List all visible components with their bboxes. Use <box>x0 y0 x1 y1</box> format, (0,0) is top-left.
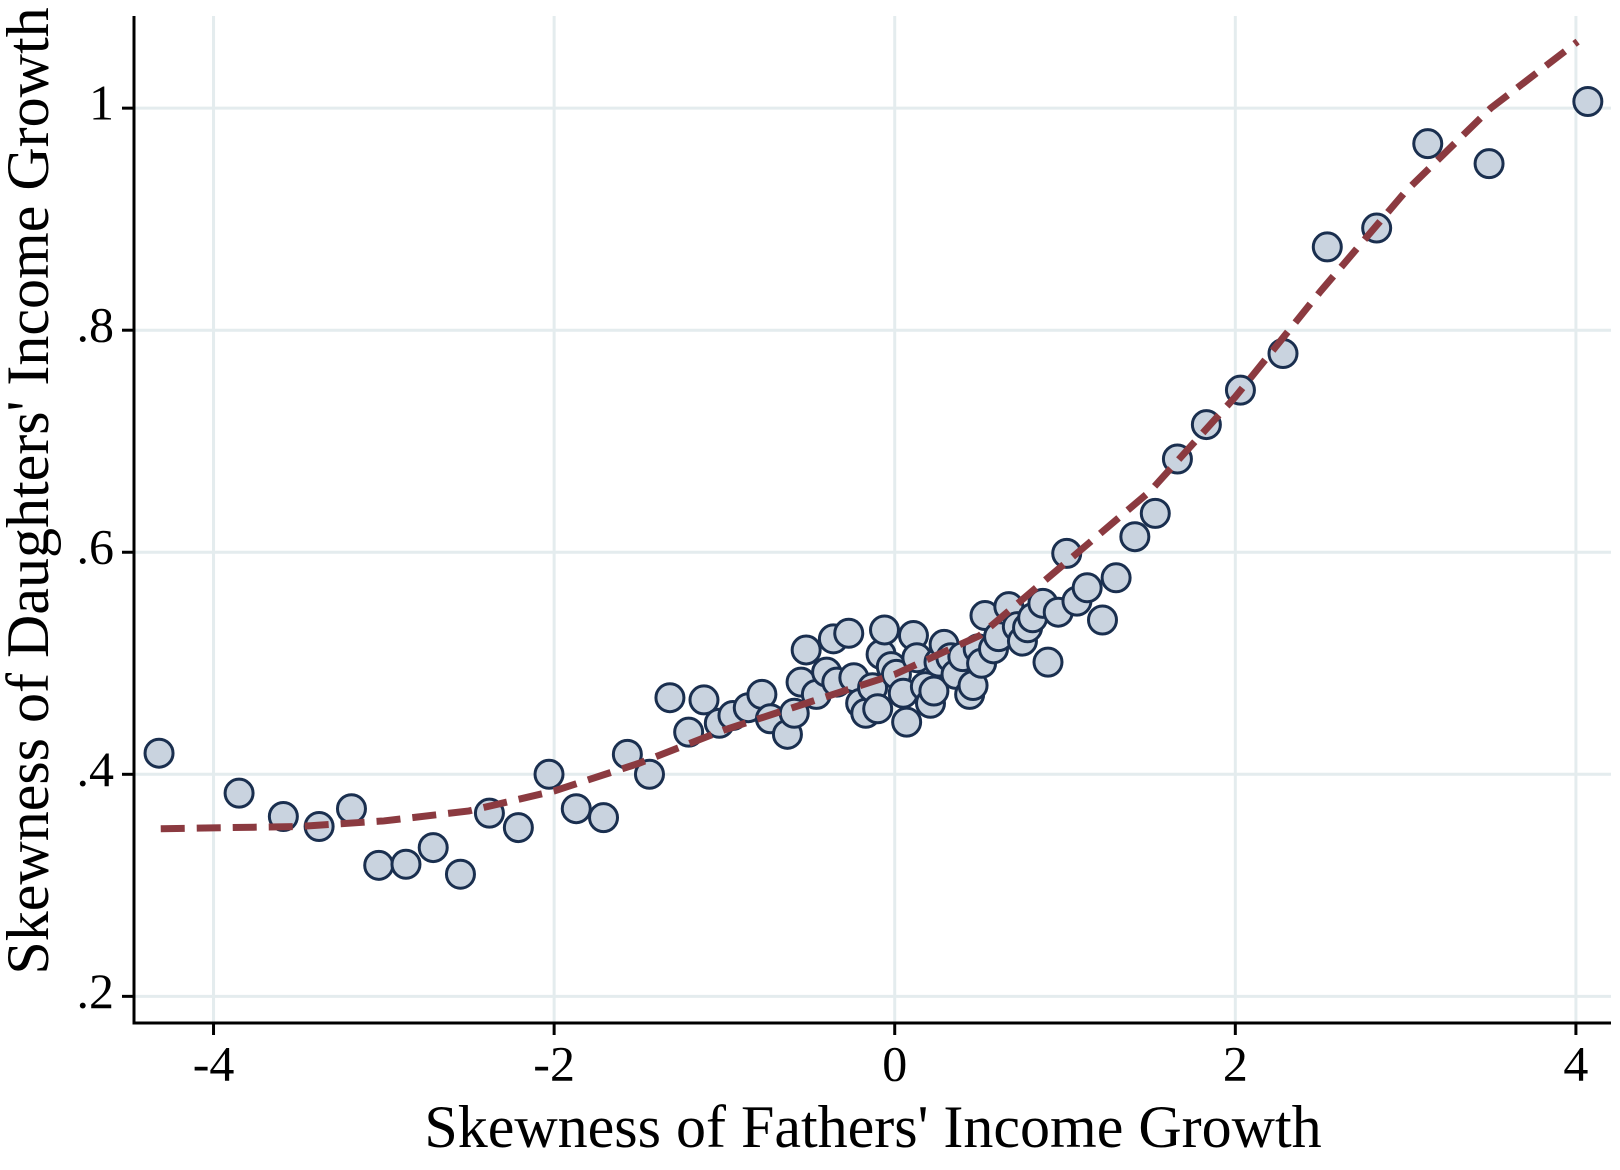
x-tick-label: 2 <box>1223 1035 1248 1091</box>
y-tick-label: .4 <box>77 741 115 797</box>
point <box>1473 148 1505 180</box>
point <box>417 832 449 864</box>
point <box>1412 128 1444 160</box>
point <box>918 675 950 707</box>
point <box>1071 572 1103 604</box>
y-axis-label: Skewness of Daughters' Income Growth <box>0 7 61 974</box>
point <box>790 634 822 666</box>
x-tick-label: -4 <box>193 1035 235 1091</box>
point <box>143 737 175 769</box>
point <box>560 793 592 825</box>
point <box>1311 231 1343 263</box>
point <box>1032 646 1064 678</box>
fit-line <box>160 38 1580 833</box>
axis-frame <box>132 16 1611 1025</box>
point <box>502 812 534 844</box>
x-axis-label: Skewness of Fathers' Income Growth <box>424 1094 1321 1160</box>
point <box>533 758 565 790</box>
x-tick-label: 4 <box>1563 1035 1588 1091</box>
y-tick-label: .2 <box>77 963 115 1019</box>
point <box>633 758 665 790</box>
point <box>444 858 476 890</box>
point <box>833 617 865 649</box>
point <box>1119 521 1151 553</box>
y-tick-label: 1 <box>89 75 114 131</box>
point <box>1100 562 1132 594</box>
x-tick-label: 0 <box>882 1035 907 1091</box>
point <box>1139 497 1171 529</box>
x-tick-label: -2 <box>533 1035 575 1091</box>
point <box>654 682 686 714</box>
point <box>869 614 901 646</box>
point <box>862 693 894 725</box>
point <box>688 684 720 716</box>
point <box>891 706 923 738</box>
point <box>223 777 255 809</box>
point <box>363 849 395 881</box>
point <box>1086 604 1118 636</box>
point <box>1267 338 1299 370</box>
y-tick-label: .8 <box>77 297 115 353</box>
point <box>390 848 422 880</box>
point <box>588 802 620 834</box>
point <box>1572 85 1604 117</box>
y-tick-label: .6 <box>77 519 115 575</box>
point <box>335 793 367 825</box>
